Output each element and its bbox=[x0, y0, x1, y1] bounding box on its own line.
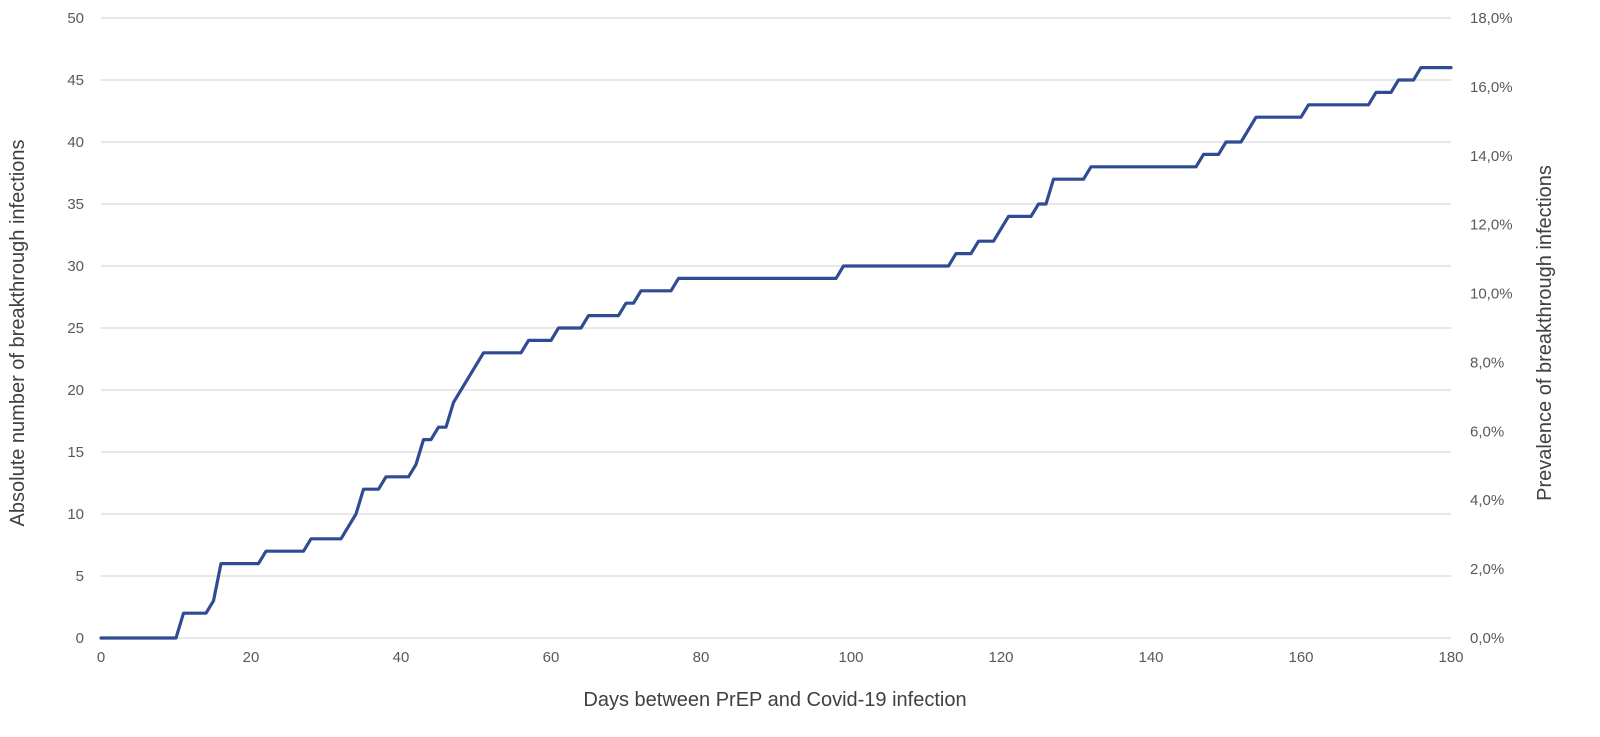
y-tick-label-left: 40 bbox=[67, 134, 84, 151]
y-axis-left-title: Absolute number of breakthrough infectio… bbox=[7, 140, 29, 527]
x-tick-label: 40 bbox=[393, 649, 410, 666]
y-tick-label-right: 0,0% bbox=[1470, 630, 1504, 647]
series-group bbox=[99, 65, 1453, 640]
x-tick-labels: 0 20 40 60 80 100 120 140 160 180 bbox=[97, 649, 1464, 666]
y-tick-label-right: 6,0% bbox=[1470, 423, 1504, 440]
y-tick-label-left: 10 bbox=[67, 506, 84, 523]
y-tick-label-left: 5 bbox=[76, 568, 84, 585]
gridlines bbox=[101, 17, 1451, 639]
x-axis-title: Days between PrEP and Covid-19 infection bbox=[583, 689, 966, 711]
y-tick-label-left: 0 bbox=[76, 630, 84, 647]
x-tick-label: 80 bbox=[693, 649, 710, 666]
x-tick-label: 160 bbox=[1288, 649, 1313, 666]
y-tick-label-right: 18,0% bbox=[1470, 10, 1513, 27]
y-tick-label-right: 10,0% bbox=[1470, 286, 1513, 303]
y-tick-label-right: 16,0% bbox=[1470, 79, 1513, 96]
x-tick-label: 120 bbox=[988, 649, 1013, 666]
left-y-tick-labels: 0 5 10 15 20 25 30 35 40 45 50 bbox=[67, 10, 84, 647]
y-tick-label-left: 25 bbox=[67, 320, 84, 337]
y-tick-label-right: 4,0% bbox=[1470, 492, 1504, 509]
y-tick-label-right: 12,0% bbox=[1470, 217, 1513, 234]
y-tick-label-right: 8,0% bbox=[1470, 354, 1504, 371]
right-y-tick-labels: 0,0% 2,0% 4,0% 6,0% 8,0% 10,0% 12,0% 14,0% 16,0%… bbox=[1470, 10, 1513, 647]
y-tick-label-left: 45 bbox=[67, 72, 84, 89]
y-tick-label-left: 15 bbox=[67, 444, 84, 461]
x-tick-label: 180 bbox=[1438, 649, 1463, 666]
y-tick-label-left: 35 bbox=[67, 196, 84, 213]
series-line bbox=[99, 65, 1453, 640]
x-tick-label: 140 bbox=[1138, 649, 1163, 666]
y-axis-right-title: Prevalence of breakthrough infections bbox=[1534, 165, 1556, 501]
y-tick-label-left: 50 bbox=[67, 10, 84, 27]
y-tick-label-right: 2,0% bbox=[1470, 561, 1504, 578]
y-tick-label-left: 20 bbox=[67, 382, 84, 399]
y-tick-label-left: 30 bbox=[67, 258, 84, 275]
x-tick-label: 100 bbox=[838, 649, 863, 666]
x-tick-label: 20 bbox=[243, 649, 260, 666]
y-tick-label-right: 14,0% bbox=[1470, 148, 1513, 165]
x-tick-label: 0 bbox=[97, 649, 105, 666]
x-tick-label: 60 bbox=[543, 649, 560, 666]
